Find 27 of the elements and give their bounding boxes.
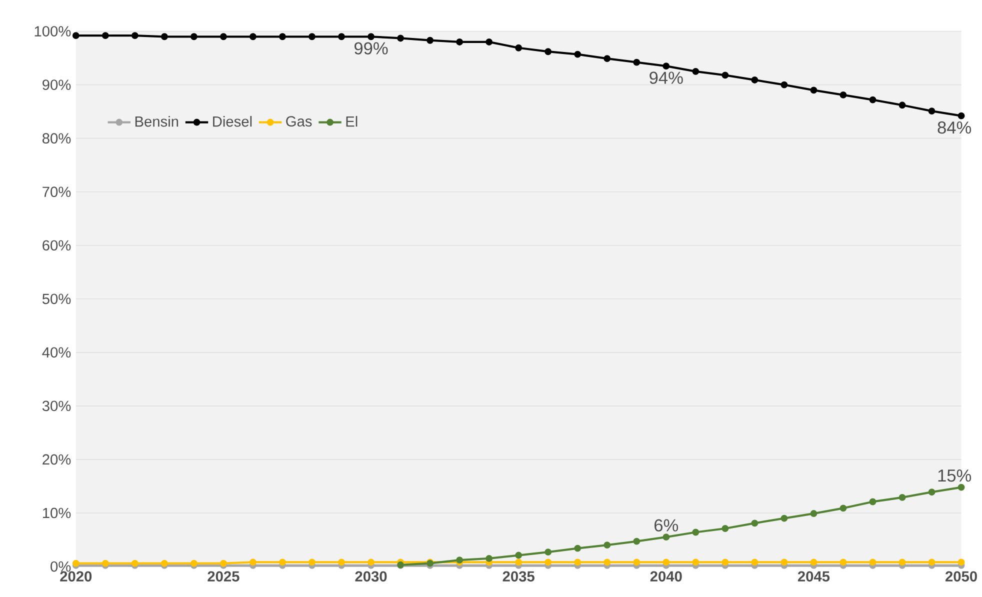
y-tick-label: 100% [34, 26, 71, 36]
legend-label: Gas [286, 116, 312, 126]
annotation: 94% [650, 72, 683, 84]
y-tick-label: 30% [42, 400, 71, 412]
annotation: 6% [654, 519, 678, 532]
x-tick-label: 2045 [798, 571, 830, 582]
legend-label: Diesel [213, 116, 252, 127]
legend-label: El [346, 116, 358, 127]
y-tick-label: 0% [50, 561, 71, 572]
y-tick-label: 90% [42, 80, 71, 90]
y-tick-label: 10% [42, 508, 71, 518]
annotation: 15% [938, 469, 972, 482]
y-tick-label: 40% [42, 347, 71, 358]
y-tick-label: 60% [42, 240, 71, 250]
y-tick-label: 80% [42, 133, 71, 144]
x-tick-label: 2030 [355, 571, 387, 582]
y-tick-label: 20% [42, 454, 71, 465]
x-tick-label: 2040 [650, 571, 682, 582]
y-tick-label: 70% [42, 186, 71, 197]
x-tick-label: 2025 [208, 571, 240, 582]
x-tick-label: 2020 [60, 571, 92, 582]
x-tick-label: 2035 [502, 571, 534, 582]
x-tick-label: 2050 [945, 571, 977, 582]
annotation: 99% [354, 42, 388, 54]
y-tick-label: 50% [42, 294, 71, 304]
legend-label: Bensin [135, 116, 178, 127]
annotation: 84% [938, 121, 972, 134]
